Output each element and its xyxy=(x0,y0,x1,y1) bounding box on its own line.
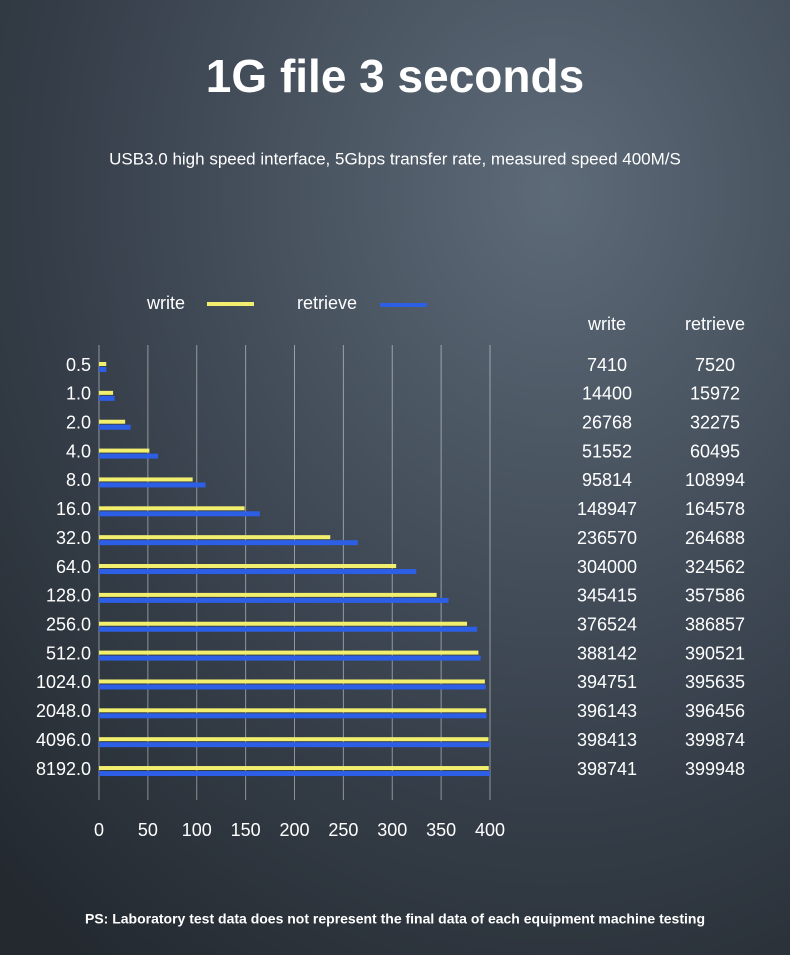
table-cell: 398741 xyxy=(577,759,637,779)
x-tick-label: 0 xyxy=(94,820,104,840)
x-tick-label: 350 xyxy=(426,820,456,840)
bar xyxy=(99,742,490,748)
bar xyxy=(99,655,481,661)
legend-swatch xyxy=(380,303,427,307)
table-cell: 376524 xyxy=(577,614,637,634)
table-cell: 357586 xyxy=(685,586,745,606)
table-cell: 236570 xyxy=(577,528,637,548)
table-cell: 15972 xyxy=(690,384,740,404)
chart-subtitle: USB3.0 high speed interface, 5Gbps trans… xyxy=(109,149,681,168)
table-header: write xyxy=(587,314,626,334)
table-cell: 394751 xyxy=(577,672,637,692)
footnote: PS: Laboratory test data does not repres… xyxy=(85,911,705,927)
bar xyxy=(99,771,490,777)
table-cell: 148947 xyxy=(577,499,637,519)
bar xyxy=(99,592,437,597)
x-tick-label: 200 xyxy=(279,820,309,840)
legend-label: retrieve xyxy=(297,293,357,313)
y-tick-label: 8.0 xyxy=(66,470,91,490)
y-tick-label: 2.0 xyxy=(66,412,91,432)
chart-title: 1G file 3 seconds xyxy=(206,50,584,102)
bar xyxy=(99,482,206,488)
bar xyxy=(99,506,245,511)
table-cell: 32275 xyxy=(690,412,740,432)
bar xyxy=(99,766,489,771)
y-tick-label: 1.0 xyxy=(66,384,91,404)
bar xyxy=(99,569,417,575)
y-tick-label: 2048.0 xyxy=(36,701,91,721)
table-cell: 386857 xyxy=(685,614,745,634)
bar xyxy=(99,684,486,690)
bar xyxy=(99,737,489,742)
y-tick-label: 128.0 xyxy=(46,586,91,606)
table-cell: 264688 xyxy=(685,528,745,548)
bar xyxy=(99,535,331,540)
y-tick-label: 4096.0 xyxy=(36,730,91,750)
bar xyxy=(99,650,479,655)
table-cell: 164578 xyxy=(685,499,745,519)
bar xyxy=(99,713,487,719)
table-cell: 7520 xyxy=(695,355,735,375)
table-cell: 399874 xyxy=(685,730,745,750)
table-cell: 396143 xyxy=(577,701,637,721)
y-tick-label: 1024.0 xyxy=(36,672,91,692)
x-tick-label: 100 xyxy=(182,820,212,840)
x-tick-label: 300 xyxy=(377,820,407,840)
x-tick-label: 250 xyxy=(328,820,358,840)
table-cell: 108994 xyxy=(685,470,745,490)
bar xyxy=(99,621,468,626)
table-cell: 304000 xyxy=(577,557,637,577)
y-tick-label: 4.0 xyxy=(66,441,91,461)
bar xyxy=(99,362,107,366)
bar xyxy=(99,597,449,603)
legend-label: write xyxy=(146,293,185,313)
table-cell: 395635 xyxy=(685,672,745,692)
y-tick-label: 32.0 xyxy=(56,528,91,548)
y-tick-label: 0.5 xyxy=(66,355,91,375)
table-cell: 390521 xyxy=(685,643,745,663)
bar xyxy=(99,424,131,430)
table-cell: 26768 xyxy=(582,412,632,432)
bar xyxy=(99,540,358,546)
table-cell: 7410 xyxy=(587,355,627,375)
bar xyxy=(99,390,114,395)
x-tick-label: 50 xyxy=(138,820,158,840)
table-cell: 399948 xyxy=(685,759,745,779)
y-tick-label: 64.0 xyxy=(56,557,91,577)
table-cell: 396456 xyxy=(685,701,745,721)
y-tick-label: 16.0 xyxy=(56,499,91,519)
x-tick-label: 400 xyxy=(475,820,505,840)
bar xyxy=(99,626,478,632)
bar xyxy=(99,477,193,482)
y-tick-label: 256.0 xyxy=(46,614,91,634)
table-cell: 388142 xyxy=(577,643,637,663)
table-header: retrieve xyxy=(685,314,745,334)
bar xyxy=(99,448,150,453)
y-tick-label: 512.0 xyxy=(46,643,91,663)
bar xyxy=(99,511,260,517)
bar xyxy=(99,395,115,401)
bar xyxy=(99,367,107,372)
table-cell: 14400 xyxy=(582,384,632,404)
bar xyxy=(99,453,159,459)
table-cell: 51552 xyxy=(582,441,632,461)
bar xyxy=(99,564,397,569)
table-cell: 398413 xyxy=(577,730,637,750)
x-tick-label: 150 xyxy=(231,820,261,840)
table-cell: 95814 xyxy=(582,470,632,490)
y-tick-label: 8192.0 xyxy=(36,759,91,779)
legend-swatch xyxy=(207,302,254,306)
bar xyxy=(99,419,126,424)
bar xyxy=(99,708,487,713)
table-cell: 324562 xyxy=(685,557,745,577)
table-cell: 345415 xyxy=(577,586,637,606)
table-cell: 60495 xyxy=(690,441,740,461)
bar xyxy=(99,679,485,684)
